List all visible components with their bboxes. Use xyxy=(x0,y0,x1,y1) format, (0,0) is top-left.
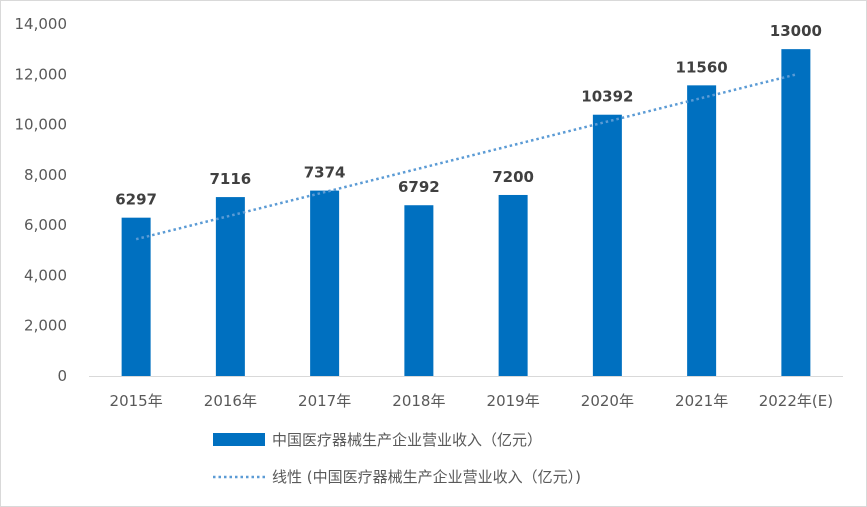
bar xyxy=(121,217,151,376)
y-axis: 0 2,000 4,000 6,000 8,000 10,000 12,000 14,000 xyxy=(15,15,68,385)
x-tick-label: 2016年 xyxy=(204,392,257,410)
data-label: 7374 xyxy=(304,164,346,182)
data-label: 11560 xyxy=(676,58,728,76)
bar xyxy=(404,205,434,376)
x-tick-label: 2022年(E) xyxy=(759,392,833,410)
x-tick-label: 2020年 xyxy=(581,392,634,410)
x-axis: 2015年 2016年 2017年 2018年 2019年 2020年 2021年 2022年… xyxy=(89,376,843,410)
bar xyxy=(215,197,245,376)
data-label: 7200 xyxy=(492,168,534,186)
legend-swatch-bar xyxy=(213,433,265,446)
x-tick-label: 2021年 xyxy=(675,392,728,410)
trendline xyxy=(135,73,797,241)
y-tick-label: 10,000 xyxy=(15,116,68,134)
x-tick-label: 2019年 xyxy=(487,392,540,410)
data-label: 6792 xyxy=(398,178,440,196)
y-tick-label: 8,000 xyxy=(24,166,67,184)
y-tick-label: 4,000 xyxy=(24,266,67,284)
data-labels: 6297 7116 7374 6792 7200 10392 11560 13000 xyxy=(115,22,822,209)
trendline-line xyxy=(135,73,797,241)
bar xyxy=(498,194,528,376)
x-tick-label: 2015年 xyxy=(110,392,163,410)
data-label: 10392 xyxy=(581,88,633,106)
y-tick-label: 14,000 xyxy=(15,15,68,33)
y-tick-label: 6,000 xyxy=(24,216,67,234)
legend-label-trendline: 线性 (中国医疗器械生产企业营业收入（亿元）) xyxy=(272,468,581,486)
bar xyxy=(687,85,717,376)
x-tick-label: 2018年 xyxy=(392,392,445,410)
y-tick-label: 12,000 xyxy=(15,65,68,83)
bar xyxy=(310,190,340,376)
data-label: 7116 xyxy=(210,170,252,188)
legend-label-bar: 中国医疗器械生产企业营业收入（亿元） xyxy=(272,431,542,449)
x-tick-label: 2017年 xyxy=(298,392,351,410)
y-tick-label: 0 xyxy=(57,367,67,385)
bar xyxy=(592,114,622,377)
bar xyxy=(781,49,811,377)
data-label: 6297 xyxy=(115,191,157,209)
y-tick-label: 2,000 xyxy=(24,317,67,335)
legend: 中国医疗器械生产企业营业收入（亿元） 线性 (中国医疗器械生产企业营业收入（亿元… xyxy=(213,431,581,486)
bars xyxy=(121,49,811,377)
data-label: 13000 xyxy=(770,22,822,40)
